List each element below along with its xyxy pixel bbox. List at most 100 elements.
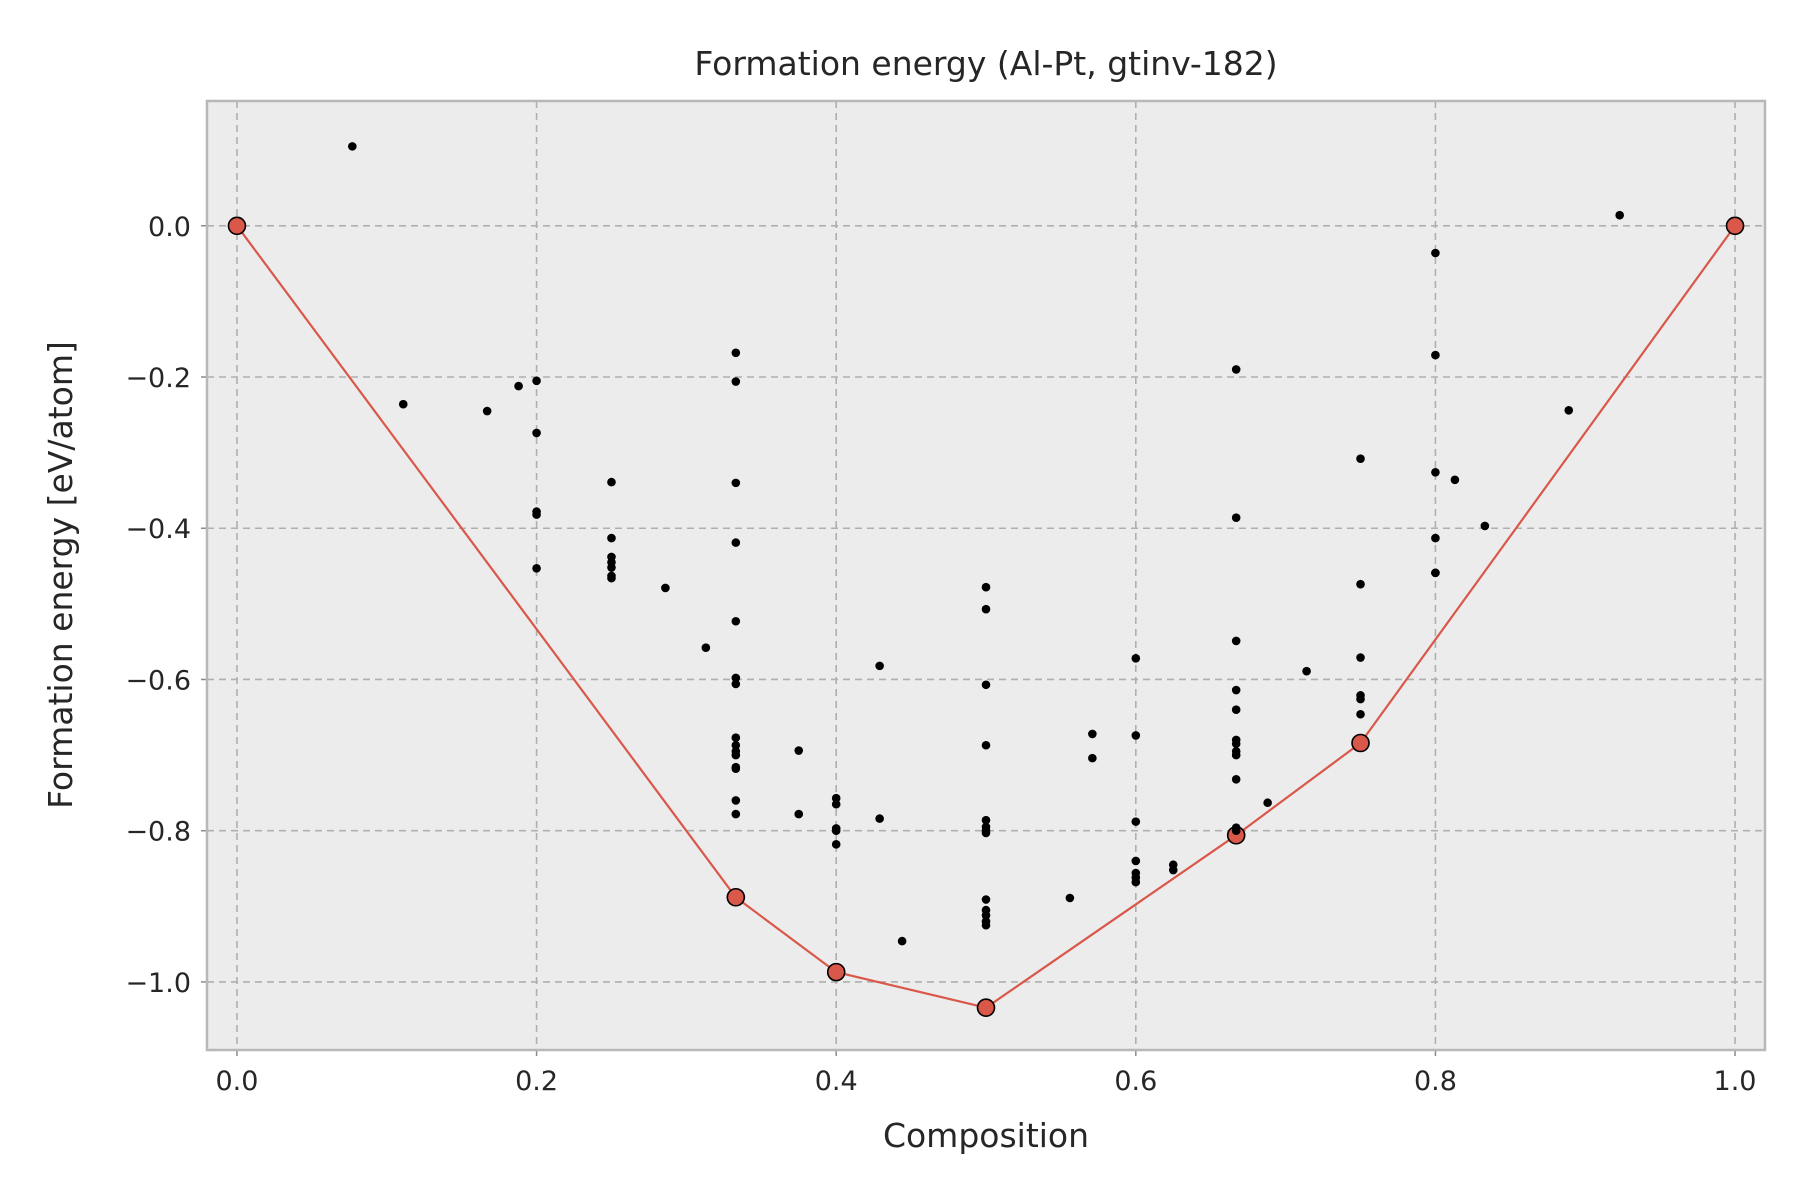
structure-point bbox=[731, 348, 741, 358]
structure-point bbox=[1131, 877, 1141, 887]
structure-point bbox=[1356, 694, 1365, 704]
structure-point bbox=[398, 399, 408, 409]
hull-point bbox=[826, 962, 846, 982]
structure-point bbox=[482, 406, 492, 416]
structures-series bbox=[348, 142, 1624, 946]
structure-point bbox=[532, 428, 541, 438]
structure-point bbox=[1356, 454, 1365, 463]
structure-point bbox=[831, 840, 841, 849]
structure-point bbox=[348, 142, 357, 151]
structure-point bbox=[731, 764, 741, 774]
structure-point bbox=[731, 740, 741, 750]
y-tick-label: −0.2 bbox=[125, 363, 191, 394]
structure-point bbox=[1431, 533, 1440, 543]
structure-point bbox=[731, 673, 741, 683]
structure-point bbox=[1431, 350, 1440, 360]
structure-point bbox=[1356, 709, 1365, 719]
structure-point bbox=[514, 381, 523, 391]
structure-point bbox=[1231, 826, 1241, 836]
structure-point bbox=[1131, 731, 1141, 740]
structure-point bbox=[981, 680, 991, 690]
y-axis-label: Formation energy [eV/atom] bbox=[41, 341, 80, 809]
x-tick-label: 0.6 bbox=[1114, 1066, 1157, 1097]
x-axis-label: Composition bbox=[883, 1116, 1089, 1155]
structure-point bbox=[1231, 750, 1241, 760]
structure-point bbox=[1168, 865, 1178, 875]
structure-point bbox=[1065, 893, 1075, 903]
structure-point bbox=[831, 826, 841, 836]
structure-point bbox=[731, 538, 741, 547]
structure-point bbox=[1131, 654, 1141, 663]
structure-point bbox=[1231, 636, 1241, 646]
structure-point bbox=[731, 809, 741, 819]
structure-point bbox=[1431, 248, 1440, 258]
structure-point bbox=[981, 815, 991, 825]
structure-point bbox=[1231, 705, 1241, 715]
structure-point bbox=[1131, 856, 1141, 866]
structure-point bbox=[661, 583, 670, 593]
structure-point bbox=[731, 750, 741, 760]
chart-title: Formation energy (Al-Pt, gtinv-182) bbox=[694, 44, 1277, 83]
structure-point bbox=[1480, 521, 1490, 531]
structure-point bbox=[1231, 774, 1241, 784]
y-tick-label: −0.4 bbox=[125, 514, 191, 545]
structure-point bbox=[607, 573, 616, 583]
structure-point bbox=[607, 533, 616, 543]
x-tick-label: 0.0 bbox=[215, 1066, 258, 1097]
convex-hull-series bbox=[227, 216, 1745, 1017]
y-tick-label: −0.8 bbox=[125, 817, 191, 848]
x-tick-label: 1.0 bbox=[1714, 1066, 1757, 1097]
structure-point bbox=[607, 477, 616, 487]
structure-point bbox=[981, 895, 991, 904]
structure-point bbox=[981, 604, 991, 614]
structure-point bbox=[1302, 666, 1311, 676]
structure-point bbox=[794, 809, 804, 819]
structure-point bbox=[831, 799, 841, 809]
hull-point bbox=[726, 887, 746, 907]
structure-point bbox=[731, 478, 741, 488]
structure-point bbox=[532, 564, 541, 573]
axis-ticks: 0.0 0.2 0.4 0.6 0.8 1.0 0.0 −0.2 −0.4 −0.6 −0.8 −1.… bbox=[125, 212, 1756, 1097]
structure-point bbox=[981, 582, 991, 592]
structure-point bbox=[1231, 685, 1241, 695]
structure-point bbox=[981, 911, 991, 920]
structure-point bbox=[1088, 753, 1097, 763]
plot-frame bbox=[205, 99, 1767, 1052]
structure-point bbox=[1231, 739, 1241, 749]
hull-point bbox=[1725, 216, 1745, 236]
structure-point bbox=[1088, 729, 1097, 739]
structure-point bbox=[701, 643, 711, 653]
structure-point bbox=[1356, 579, 1365, 589]
structure-point bbox=[1356, 653, 1365, 662]
structure-point bbox=[731, 679, 741, 689]
structure-point bbox=[731, 733, 741, 742]
structure-point bbox=[532, 510, 541, 519]
structure-point bbox=[875, 814, 884, 823]
hull-point bbox=[227, 216, 247, 236]
x-tick-label: 0.8 bbox=[1414, 1066, 1457, 1097]
y-tick-label: −1.0 bbox=[125, 968, 191, 999]
structure-point bbox=[875, 661, 884, 671]
structure-point bbox=[981, 920, 991, 930]
structure-point bbox=[1431, 467, 1440, 477]
structure-point bbox=[981, 740, 991, 750]
structure-point bbox=[731, 377, 741, 386]
hull-point bbox=[976, 998, 996, 1017]
structure-point bbox=[1131, 817, 1141, 826]
structure-point bbox=[532, 376, 541, 386]
structure-point bbox=[731, 796, 741, 805]
y-tick-label: 0.0 bbox=[148, 212, 191, 243]
structure-point bbox=[731, 616, 741, 626]
structure-point bbox=[1231, 513, 1241, 522]
y-tick-label: −0.6 bbox=[125, 665, 191, 696]
structure-point bbox=[1263, 798, 1272, 808]
plot-background bbox=[207, 101, 1765, 1050]
structure-point bbox=[1231, 365, 1241, 374]
structure-point bbox=[1450, 475, 1460, 485]
structure-point bbox=[794, 746, 804, 755]
structure-point bbox=[1564, 405, 1574, 415]
structure-point bbox=[1431, 568, 1440, 578]
x-tick-label: 0.2 bbox=[515, 1066, 558, 1097]
structure-point bbox=[897, 936, 907, 946]
